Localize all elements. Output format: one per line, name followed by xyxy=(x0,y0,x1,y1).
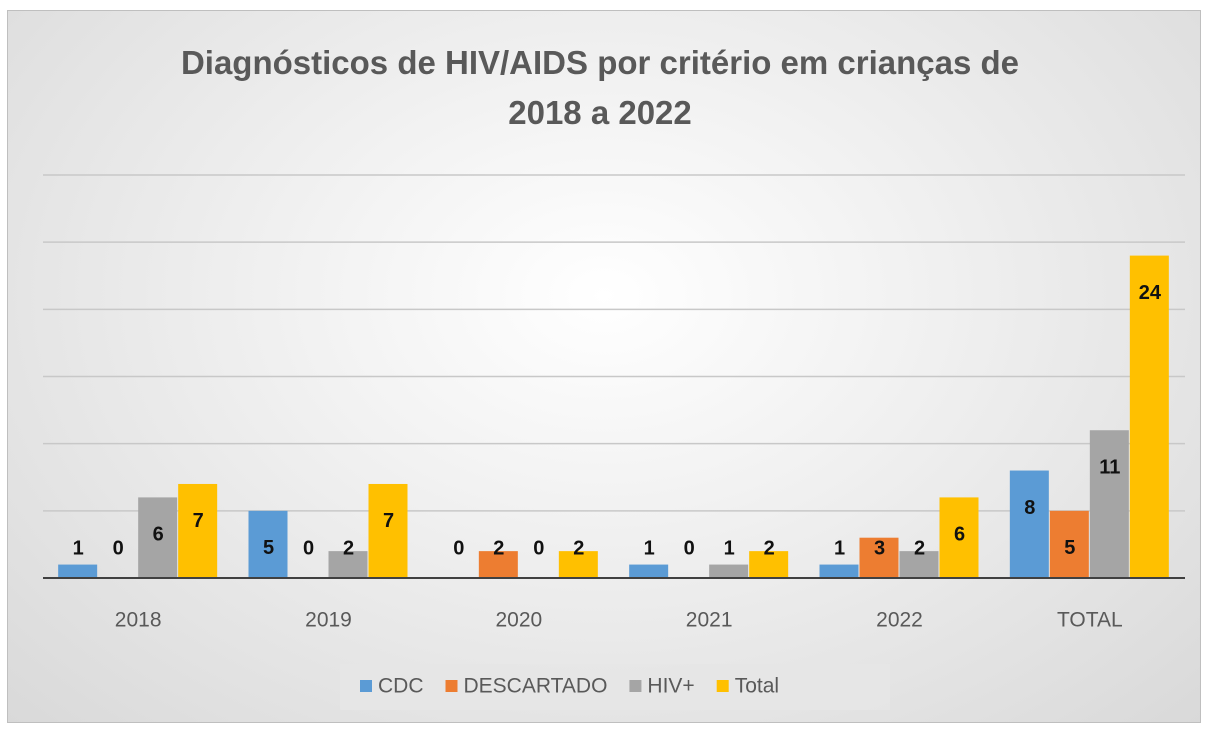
data-label: 1 xyxy=(724,537,735,559)
bar xyxy=(749,551,789,578)
x-tick-label: 2019 xyxy=(305,609,352,632)
data-label: 3 xyxy=(874,537,885,559)
bar xyxy=(819,564,859,578)
data-label: 0 xyxy=(684,537,695,559)
bar xyxy=(1129,255,1169,578)
bar xyxy=(629,564,669,578)
x-tick-label: 2021 xyxy=(686,609,733,632)
chart-frame xyxy=(7,10,1201,723)
legend-label: Total xyxy=(735,675,779,698)
data-label: 5 xyxy=(1064,537,1075,559)
data-label: 8 xyxy=(1024,497,1035,519)
x-tick-label: 2018 xyxy=(115,609,162,632)
data-label: 1 xyxy=(73,537,84,559)
bar xyxy=(368,483,408,578)
bar xyxy=(558,551,598,578)
bar xyxy=(709,564,749,578)
data-label: 1 xyxy=(644,537,655,559)
legend-swatch xyxy=(629,680,642,692)
bar xyxy=(178,483,218,578)
data-label: 2 xyxy=(764,537,775,559)
data-label: 24 xyxy=(1139,282,1162,304)
data-label: 5 xyxy=(263,537,274,559)
legend-box xyxy=(340,664,890,710)
legend-swatch xyxy=(445,680,458,692)
data-label: 11 xyxy=(1099,457,1120,479)
data-label: 6 xyxy=(954,524,965,546)
data-label: 2 xyxy=(343,537,354,559)
bar xyxy=(328,551,368,578)
data-label: 0 xyxy=(113,537,124,559)
bar xyxy=(899,551,939,578)
legend-label: DESCARTADO xyxy=(464,675,608,698)
data-label: 7 xyxy=(383,510,394,532)
data-label: 6 xyxy=(153,524,164,546)
bar xyxy=(138,497,178,578)
data-label: 2 xyxy=(914,537,925,559)
x-tick-label: 2022 xyxy=(876,609,923,632)
x-tick-label: 2020 xyxy=(495,609,542,632)
bar xyxy=(478,551,518,578)
legend-label: CDC xyxy=(378,675,424,698)
bar xyxy=(859,537,899,578)
bar xyxy=(248,510,288,578)
data-label: 2 xyxy=(573,537,584,559)
data-label: 0 xyxy=(303,537,314,559)
bar xyxy=(1049,510,1089,578)
data-label: 2 xyxy=(493,537,504,559)
legend-swatch xyxy=(716,680,729,692)
data-label: 0 xyxy=(453,537,464,559)
data-label: 0 xyxy=(533,537,544,559)
chart-title: Diagnósticos de HIV/AIDS por critério em… xyxy=(180,44,1020,131)
legend-label: HIV+ xyxy=(647,675,694,698)
data-label: 7 xyxy=(193,510,204,532)
bar xyxy=(1009,470,1049,578)
bar xyxy=(58,564,98,578)
legend-swatch xyxy=(360,680,372,692)
bar xyxy=(939,497,979,578)
bar xyxy=(1089,430,1129,578)
x-tick-label: TOTAL xyxy=(1057,609,1123,632)
data-label: 1 xyxy=(834,537,845,559)
